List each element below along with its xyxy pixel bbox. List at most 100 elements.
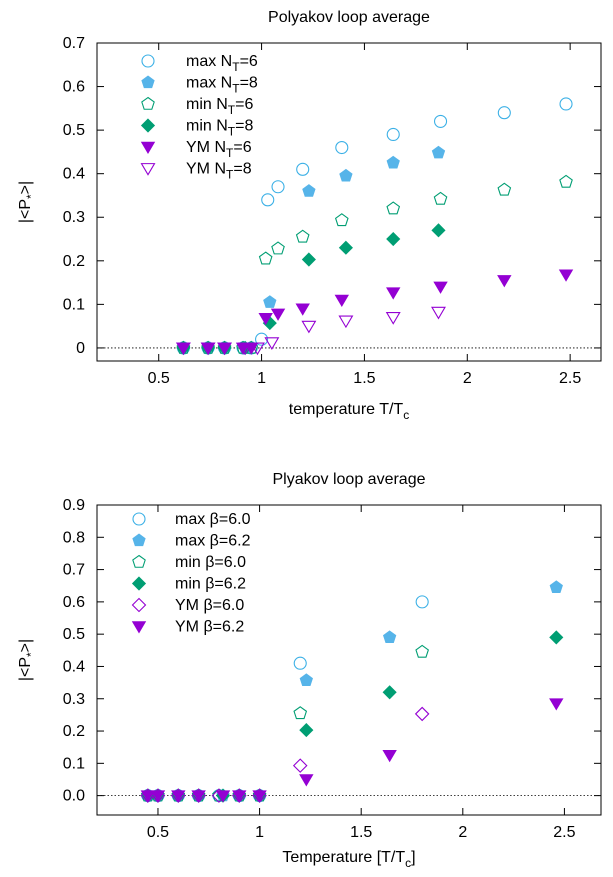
chart-title: Plyakov loop average [273,471,426,488]
data-point [261,193,275,207]
chart-1: Polyakov loop average 0.5 1 1.5 2 2.5 0 0.1 0.2 0… [17,9,602,422]
y-tick-label: 0.1 [63,755,85,772]
y-tick-label: 0.3 [63,691,85,708]
series-6 [175,306,446,356]
legend-label: max β=6.0 [175,511,251,528]
legend-marker [132,554,146,568]
data-point [171,790,186,803]
x-axis-label: temperature T/Tc​ [289,401,409,422]
data-point [386,127,400,142]
data-point [415,595,429,609]
chart-2: Plyakov loop average 0.5 1 1.5 2 2.5 0.0 0.1 0.2… [17,471,602,870]
legend-label: max β=6.2 [175,533,251,550]
data-point [497,182,512,196]
data-point [252,790,267,803]
data-point [295,303,310,316]
data-point [386,201,401,215]
data-point [549,630,564,645]
y-tick-label: 0.2 [63,253,85,270]
data-point [386,155,400,169]
y-tick-label: 0.8 [63,529,85,546]
chart-title: Polyakov loop average [268,9,430,26]
x-tick-label: 1 [257,370,266,387]
legend-marker [141,75,155,89]
data-point [431,306,446,320]
y-tick-label: 0.7 [63,562,85,579]
series-6 [140,698,564,803]
y-tick-label: 0.6 [63,79,85,96]
data-point [497,275,512,288]
legend-marker [141,54,155,68]
series-4 [140,630,564,803]
y-tick-label: 0.4 [63,166,85,183]
legend-label: min β=6.2 [175,576,246,593]
data-point [140,790,156,803]
data-point [299,774,314,787]
data-point [270,308,286,321]
legend-label: YM NT​=6 [186,139,252,160]
x-tick-label: 2.5 [559,370,581,387]
series-4 [176,223,446,355]
series-3 [140,644,429,802]
data-point [385,312,401,325]
data-point [334,213,349,227]
data-point [296,162,310,176]
data-point [200,342,216,356]
data-point [339,168,353,182]
data-point [386,287,401,300]
data-point [433,281,448,294]
data-point [237,342,253,356]
y-tick-label: 0.5 [63,626,85,643]
data-point [433,191,448,205]
legend-marker [131,597,147,613]
y-tick-label: 0.9 [63,497,85,514]
legend-label: min NT​=8 [186,118,253,139]
data-point [255,332,269,346]
series-1 [176,97,573,355]
data-point [549,698,564,711]
data-point [215,790,231,803]
x-tick-label: 0.5 [148,370,170,387]
legend-label: min β=6.0 [175,554,246,571]
data-point [264,337,280,350]
x-tick-label: 1.5 [353,370,375,387]
y-tick-label: 0.6 [63,594,85,611]
data-point [263,295,277,308]
y-tick-label: 0.0 [63,788,85,805]
y-tick-label: 0.1 [63,296,85,313]
x-tick-label: 1.5 [350,824,372,841]
series-3 [176,174,573,354]
data-point [415,644,429,658]
data-point [150,790,166,803]
x-tick-label: 1 [255,824,264,841]
data-point [293,706,308,720]
y-axis-label: |<P*​>| [17,639,38,681]
data-point [258,313,273,326]
y-tick-label: 0.3 [63,209,85,226]
data-point [382,749,397,763]
x-tick-label: 2 [458,824,467,841]
data-point [299,723,314,738]
x-tick-label: 2.5 [553,824,575,841]
x-tick-label: 0.5 [147,824,169,841]
data-point [299,673,313,686]
data-point [433,114,448,128]
data-point [302,184,316,197]
data-point [249,342,265,356]
x-axis-label: Temperature [T/Tc​] [282,849,415,870]
legend-marker [140,163,156,176]
data-point [292,758,308,773]
y-tick-label: 0.2 [63,723,85,740]
data-point [258,251,273,265]
x-tick-label: 2 [463,370,472,387]
data-point [382,630,397,644]
plot-frame [96,42,602,362]
data-point [191,790,206,803]
legend-label: min NT​=6 [186,96,253,117]
y-tick-label: 0.5 [63,122,85,139]
data-point [271,180,285,194]
data-point [558,269,574,282]
data-point [497,106,511,120]
data-point [232,790,247,803]
